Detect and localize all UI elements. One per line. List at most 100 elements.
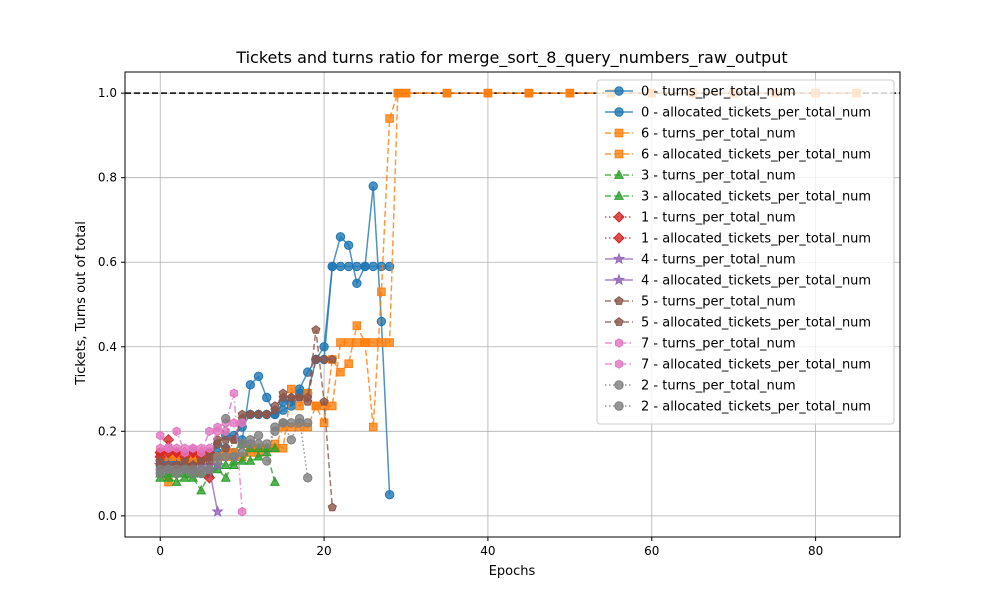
legend-item: 2 - turns_per_total_num bbox=[605, 379, 796, 394]
data-point-marker bbox=[253, 439, 264, 449]
data-point-marker bbox=[262, 439, 272, 449]
legend-item: 1 - turns_per_total_num bbox=[605, 211, 796, 226]
series-15 bbox=[155, 418, 313, 475]
data-point-marker bbox=[376, 261, 387, 272]
y-tick-label: 0.2 bbox=[98, 424, 117, 438]
data-point-marker bbox=[294, 418, 305, 428]
y-tick-label: 0.4 bbox=[98, 340, 117, 354]
legend-label: 0 - allocated_tickets_per_total_num bbox=[641, 106, 871, 121]
legend-label: 5 - turns_per_total_num bbox=[641, 295, 796, 310]
data-point-marker bbox=[614, 317, 624, 326]
data-point-marker bbox=[196, 456, 206, 465]
data-point-marker bbox=[614, 359, 624, 369]
x-tick-label: 40 bbox=[480, 544, 495, 558]
legend-item: 3 - turns_per_total_num bbox=[605, 169, 796, 184]
legend-item: 7 - allocated_tickets_per_total_num bbox=[605, 358, 871, 373]
legend-item: 5 - turns_per_total_num bbox=[605, 295, 796, 310]
x-tick-label: 0 bbox=[156, 544, 164, 558]
data-point-marker bbox=[278, 443, 288, 453]
data-point-marker bbox=[368, 261, 378, 272]
legend: 0 - turns_per_total_num 0 - allocated_tic… bbox=[596, 79, 895, 425]
data-point-marker bbox=[360, 338, 370, 347]
data-point-marker bbox=[319, 396, 329, 406]
data-point-marker bbox=[344, 359, 353, 368]
data-point-marker bbox=[377, 338, 386, 347]
legend-item: 7 - turns_per_total_num bbox=[605, 337, 796, 352]
data-point-marker bbox=[220, 472, 231, 482]
data-point-marker bbox=[204, 456, 214, 465]
data-point-marker bbox=[483, 88, 493, 98]
data-point-marker bbox=[196, 484, 207, 495]
legend-item: 0 - allocated_tickets_per_total_num bbox=[605, 106, 871, 121]
data-point-marker bbox=[613, 169, 625, 179]
series-layer bbox=[154, 88, 861, 517]
data-point-marker bbox=[614, 401, 624, 411]
data-point-marker bbox=[360, 261, 370, 272]
axes-frame bbox=[124, 71, 901, 538]
legend-label: 3 - allocated_tickets_per_total_num bbox=[641, 190, 871, 205]
x-tick-label: 20 bbox=[316, 544, 331, 558]
y-tick-label: 1.0 bbox=[98, 86, 117, 100]
legend-item: 6 - turns_per_total_num bbox=[605, 127, 796, 142]
data-point-marker bbox=[294, 392, 305, 402]
data-point-marker bbox=[213, 426, 222, 437]
data-point-marker bbox=[269, 442, 280, 453]
data-point-marker bbox=[368, 338, 378, 347]
data-point-marker bbox=[197, 443, 206, 453]
data-point-marker bbox=[286, 418, 297, 428]
data-point-marker bbox=[614, 107, 624, 117]
data-point-marker bbox=[270, 401, 280, 410]
data-point-marker bbox=[229, 418, 239, 428]
data-point-marker bbox=[253, 430, 264, 441]
legend-box bbox=[596, 79, 895, 425]
data-point-marker bbox=[205, 443, 214, 453]
data-point-marker bbox=[352, 321, 362, 330]
legend-item: 1 - allocated_tickets_per_total_num bbox=[605, 232, 871, 247]
data-point-marker bbox=[196, 464, 206, 475]
data-point-marker bbox=[319, 418, 329, 428]
data-point-marker bbox=[163, 464, 174, 475]
data-point-marker bbox=[343, 261, 354, 272]
data-point-marker bbox=[262, 456, 272, 466]
data-point-marker bbox=[156, 443, 165, 453]
data-point-marker bbox=[220, 459, 231, 469]
data-point-marker bbox=[221, 413, 231, 424]
legend-label: 7 - allocated_tickets_per_total_num bbox=[641, 358, 871, 373]
data-point-marker bbox=[442, 88, 452, 98]
data-point-marker bbox=[319, 354, 329, 364]
data-point-marker bbox=[172, 426, 181, 437]
legend-label: 1 - turns_per_total_num bbox=[641, 211, 796, 226]
data-point-marker bbox=[612, 273, 626, 286]
data-point-marker bbox=[352, 338, 362, 347]
data-point-marker bbox=[295, 401, 304, 411]
data-point-marker bbox=[278, 392, 288, 402]
data-point-marker bbox=[270, 426, 280, 437]
data-point-marker bbox=[327, 261, 337, 272]
legend-label: 6 - turns_per_total_num bbox=[641, 127, 796, 142]
x-axis-label: Epochs bbox=[489, 564, 536, 579]
data-point-marker bbox=[245, 455, 256, 465]
data-point-marker bbox=[311, 354, 321, 364]
data-point-marker bbox=[385, 338, 394, 347]
data-point-marker bbox=[614, 149, 624, 159]
data-point-marker bbox=[180, 443, 189, 453]
legend-item: 4 - allocated_tickets_per_total_num bbox=[605, 274, 871, 289]
data-point-marker bbox=[221, 451, 231, 462]
data-point-marker bbox=[287, 384, 296, 394]
data-point-marker bbox=[253, 409, 264, 419]
data-point-marker bbox=[613, 190, 625, 200]
data-point-marker bbox=[188, 443, 198, 453]
data-point-marker bbox=[614, 128, 624, 138]
data-point-marker bbox=[278, 418, 288, 428]
data-point-marker bbox=[613, 232, 625, 244]
data-point-marker bbox=[311, 401, 321, 411]
legend-label: 3 - turns_per_total_num bbox=[641, 169, 796, 184]
data-point-marker bbox=[262, 392, 272, 403]
data-point-marker bbox=[614, 380, 624, 390]
data-point-marker bbox=[376, 316, 387, 327]
series-13 bbox=[156, 418, 247, 453]
data-point-marker bbox=[229, 451, 239, 462]
data-point-marker bbox=[172, 443, 181, 453]
data-point-marker bbox=[245, 409, 255, 419]
data-point-marker bbox=[262, 409, 272, 419]
